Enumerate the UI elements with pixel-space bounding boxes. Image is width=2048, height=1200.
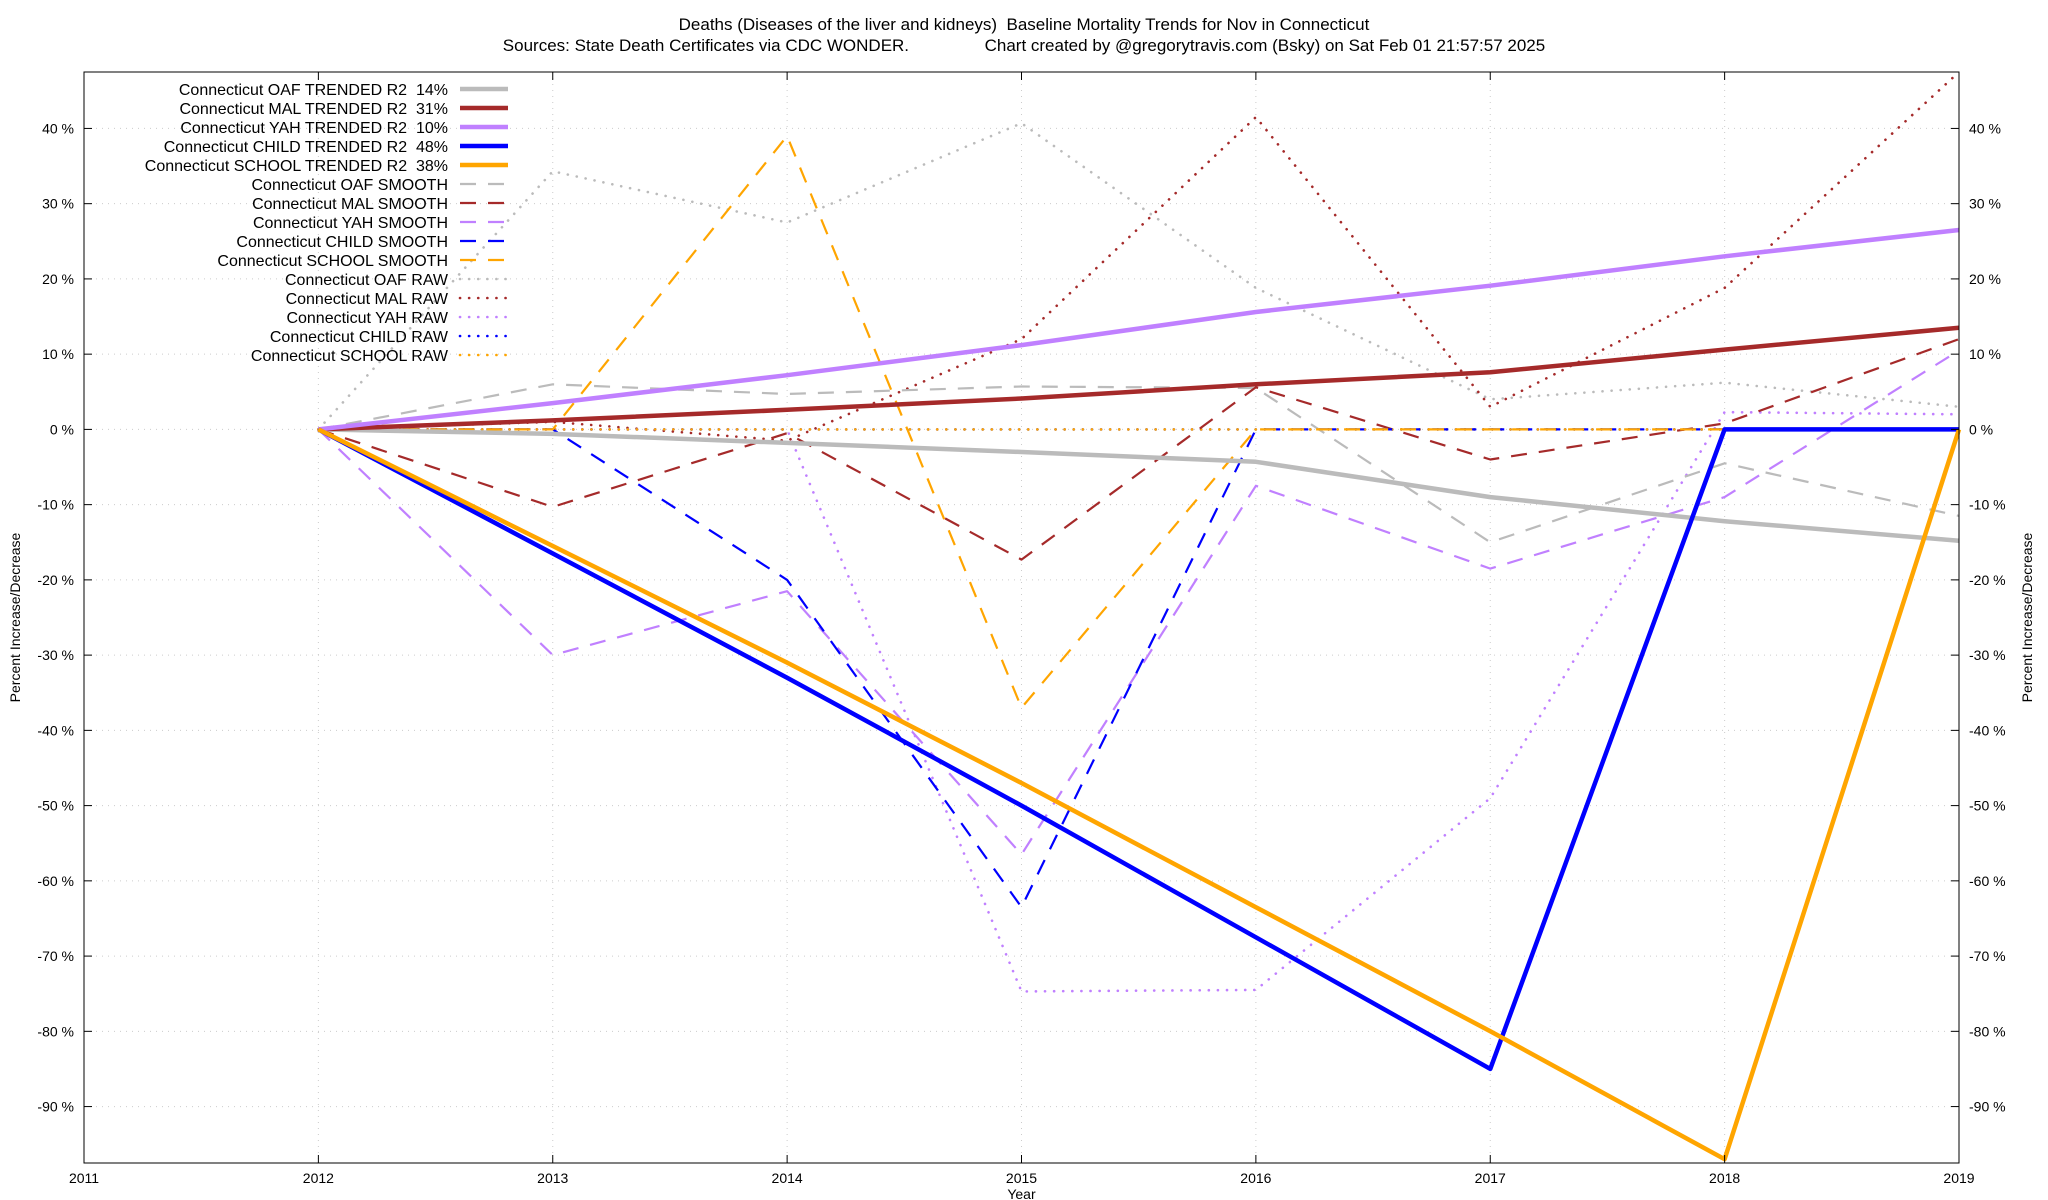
x-axis-label: Year bbox=[1007, 1186, 1036, 1200]
x-tick-label: 2019 bbox=[1943, 1170, 1974, 1186]
y2-axis-label: Percent Increase/Decrease bbox=[2019, 532, 2035, 702]
x-tick-label: 2016 bbox=[1240, 1170, 1271, 1186]
y2-tick-label: -50 % bbox=[1969, 798, 2006, 814]
legend-label: Connecticut OAF TRENDED R2 14% bbox=[179, 82, 448, 99]
series-line-trended-3 bbox=[317, 427, 1959, 1072]
series-line-smooth-9 bbox=[318, 134, 1959, 709]
legend-label: Connecticut CHILD RAW bbox=[270, 329, 449, 346]
axis-ticks: 2011 2012 2013 2014 2015 2016 2017 2018 2019 40 %… bbox=[37, 72, 2006, 1186]
y2-tick-label: 10 % bbox=[1969, 346, 2001, 362]
chart-subtitle: Sources: State Death Certificates via CD… bbox=[503, 36, 1545, 55]
series-line-trended-2 bbox=[318, 227, 1960, 432]
legend-label: Connecticut CHILD SMOOTH bbox=[236, 234, 448, 251]
y-tick-label: -20 % bbox=[37, 572, 74, 588]
y2-tick-label: -60 % bbox=[1969, 873, 2006, 889]
y2-tick-label: -90 % bbox=[1969, 1099, 2006, 1115]
legend: Connecticut OAF TRENDED R2 14% Connecticu… bbox=[145, 82, 510, 365]
y2-tick-label: -80 % bbox=[1969, 1023, 2006, 1039]
x-tick-label: 2018 bbox=[1709, 1170, 1740, 1186]
y-tick-label: -70 % bbox=[37, 948, 74, 964]
y-tick-label: -60 % bbox=[37, 873, 74, 889]
series-line-raw-10 bbox=[317, 121, 1961, 431]
y2-tick-label: -30 % bbox=[1969, 647, 2006, 663]
grid bbox=[83, 72, 1960, 1163]
x-tick-label: 2011 bbox=[69, 1170, 99, 1186]
series-line-smooth-5 bbox=[318, 383, 1960, 544]
series-line-trended-0 bbox=[318, 427, 1960, 544]
y2-tick-label: -70 % bbox=[1969, 948, 2006, 964]
y-tick-label: -50 % bbox=[37, 798, 74, 814]
y2-tick-label: -20 % bbox=[1969, 572, 2006, 588]
x-tick-label: 2014 bbox=[772, 1170, 803, 1186]
y-tick-label: -90 % bbox=[37, 1099, 74, 1115]
legend-label: Connecticut SCHOOL SMOOTH bbox=[217, 253, 448, 270]
y-tick-label: -10 % bbox=[37, 497, 74, 513]
legend-label: Connecticut SCHOOL TRENDED R2 38% bbox=[145, 158, 448, 175]
y2-tick-label: -40 % bbox=[1969, 722, 2006, 738]
x-tick-label: 2012 bbox=[303, 1170, 334, 1186]
legend-label: Connecticut YAH TRENDED R2 10% bbox=[180, 120, 448, 137]
y2-tick-label: -10 % bbox=[1969, 497, 2006, 513]
legend-label: Connecticut OAF SMOOTH bbox=[252, 177, 449, 194]
series-line-smooth-7 bbox=[317, 349, 1960, 856]
legend-label: Connecticut YAH RAW bbox=[286, 310, 448, 327]
y-tick-label: 10 % bbox=[42, 346, 74, 362]
legend-label: Connecticut MAL RAW bbox=[286, 291, 449, 308]
series-line-trended-1 bbox=[318, 325, 1960, 432]
legend-label: Connecticut OAF RAW bbox=[285, 272, 449, 289]
legend-label: Connecticut SCHOOL RAW bbox=[251, 348, 449, 365]
y-tick-label: -80 % bbox=[37, 1023, 74, 1039]
y2-tick-label: 40 % bbox=[1969, 120, 2001, 136]
series-line-trended-4 bbox=[317, 427, 1962, 1162]
y-tick-label: -40 % bbox=[37, 722, 74, 738]
y2-tick-label: 20 % bbox=[1969, 271, 2001, 287]
chart-title: Deaths (Diseases of the liver and kidney… bbox=[679, 15, 1370, 34]
y-tick-label: -30 % bbox=[37, 647, 74, 663]
legend-label: Connecticut YAH SMOOTH bbox=[253, 215, 448, 232]
y2-tick-label: 30 % bbox=[1969, 196, 2001, 212]
series-line-raw-12 bbox=[317, 410, 1961, 993]
legend-label: Connecticut MAL SMOOTH bbox=[252, 196, 448, 213]
x-tick-label: 2015 bbox=[1006, 1170, 1037, 1186]
y-axis-label: Percent Increase/Decrease bbox=[7, 532, 23, 702]
y2-tick-label: 0 % bbox=[1969, 421, 1993, 437]
legend-label: Connecticut CHILD TRENDED R2 48% bbox=[164, 139, 448, 156]
series-line-smooth-8 bbox=[318, 428, 1959, 909]
series-layer bbox=[317, 70, 1962, 1162]
x-tick-label: 2017 bbox=[1475, 1170, 1506, 1186]
y-tick-label: 30 % bbox=[42, 196, 74, 212]
series-line-raw-11 bbox=[317, 70, 1961, 443]
series-line-smooth-6 bbox=[318, 338, 1960, 561]
y-tick-label: 20 % bbox=[42, 271, 74, 287]
y-tick-label: 40 % bbox=[42, 120, 74, 136]
x-tick-label: 2013 bbox=[537, 1170, 568, 1186]
y-tick-label: 0 % bbox=[50, 421, 74, 437]
legend-label: Connecticut MAL TRENDED R2 31% bbox=[179, 101, 448, 118]
